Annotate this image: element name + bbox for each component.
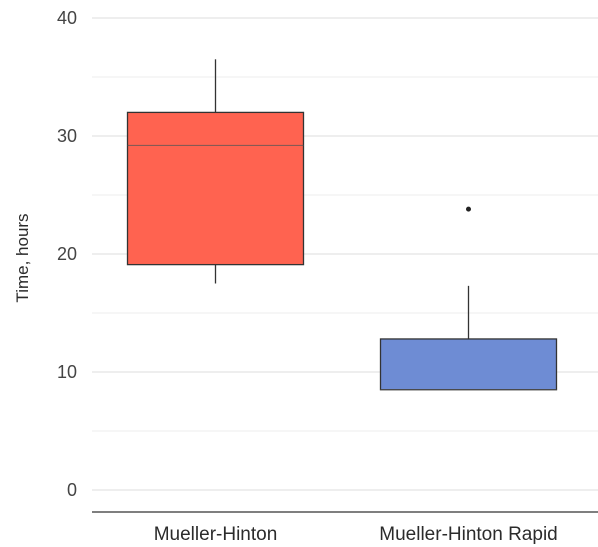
y-tick-label: 10	[57, 362, 77, 382]
boxes	[126, 59, 558, 391]
box-group	[126, 59, 305, 284]
y-tick-label: 30	[57, 126, 77, 146]
x-category-labels: Mueller-Hinton Mueller-Hinton Rapid	[154, 524, 558, 545]
outlier-point	[466, 206, 471, 212]
box-group	[379, 206, 558, 391]
y-tick-label: 40	[57, 8, 77, 28]
x-category-label: Mueller-Hinton	[154, 524, 278, 545]
x-category-label: Mueller-Hinton Rapid	[379, 524, 557, 545]
y-tick-label: 0	[67, 480, 77, 500]
y-axis-title: Time, hours	[13, 213, 32, 302]
box-iqr	[126, 111, 305, 266]
y-tick-label: 20	[57, 244, 77, 264]
box-iqr	[379, 338, 558, 391]
y-tick-labels: 0 10 20 30 40	[57, 8, 77, 500]
